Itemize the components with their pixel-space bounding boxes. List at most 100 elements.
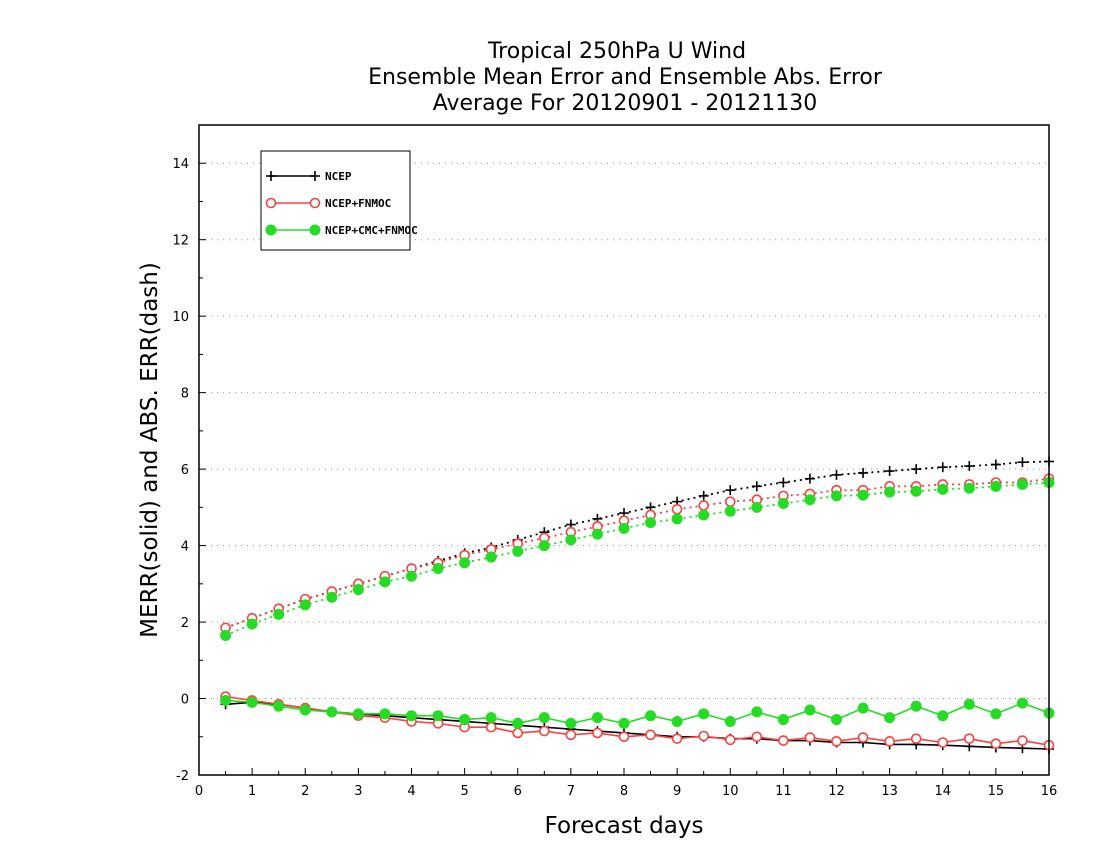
series-0-abs-err-point <box>1017 457 1028 468</box>
series-2-merr-point <box>1016 697 1028 709</box>
series-2-merr-point <box>459 714 471 726</box>
series-1-merr-point <box>539 725 550 737</box>
y-tick-label: 6 <box>181 463 189 478</box>
y-tick-label: 2 <box>181 616 189 631</box>
series-0-abs-err-point <box>937 462 948 473</box>
series-1-merr-point <box>910 733 922 744</box>
x-tick-label: 11 <box>775 784 792 799</box>
series-2-abs-err-point <box>618 522 630 534</box>
x-tick-label: 16 <box>1041 784 1058 799</box>
series-2-merr-point <box>671 715 683 727</box>
series-1 <box>220 473 1055 751</box>
series-2-abs-err-point <box>831 490 842 502</box>
series-2-abs-err-point <box>698 509 710 521</box>
series-2-merr-point <box>273 700 285 712</box>
y-tick-label: 10 <box>172 310 189 325</box>
series-2-merr-point <box>724 715 736 727</box>
series-2-merr-line <box>225 699 1050 725</box>
series-1-merr-point <box>884 736 895 747</box>
y-tick-label: 8 <box>181 387 189 402</box>
series-1-merr-point <box>698 730 709 742</box>
series-1-merr-point <box>990 738 1002 749</box>
series-1-abs-err-line <box>225 477 1050 629</box>
series-2-merr-point <box>565 717 577 729</box>
legend-marker-right <box>310 171 320 181</box>
series-1-merr-point <box>778 735 789 746</box>
y-tick-label: 4 <box>181 540 189 555</box>
x-tick-label: 0 <box>195 784 203 799</box>
series-1-abs-err-point <box>671 503 683 515</box>
series-2-abs-err-point <box>459 557 471 569</box>
series-0-abs-err-point <box>990 459 1001 470</box>
series-2-merr-point <box>220 694 232 706</box>
series-2-merr-point <box>432 710 444 722</box>
legend-entry-0: NCEP <box>266 170 352 183</box>
series-2-abs-err-point <box>538 540 550 552</box>
series-2-abs-err-point <box>273 608 285 620</box>
y-tick-label: 0 <box>181 693 189 708</box>
series-0-abs-err-point <box>698 490 709 501</box>
legend-marker-right <box>309 224 321 236</box>
series-1-merr-point <box>512 727 524 739</box>
series-2-merr-point <box>485 712 497 724</box>
x-tick-label: 6 <box>514 784 522 799</box>
series-2-abs-err-point <box>724 505 736 517</box>
series-2-abs-err-point <box>246 618 258 630</box>
y-tick-label: -2 <box>176 769 189 784</box>
series-2-abs-err-point <box>990 480 1002 492</box>
series-1-merr-point <box>857 732 869 743</box>
series-2-merr-point <box>963 698 975 710</box>
legend-label-2: NCEP+CMC+FNMOC <box>325 224 418 237</box>
x-tick-label: 12 <box>828 784 845 799</box>
series-1-merr-point <box>671 733 683 744</box>
x-tick-label: 3 <box>354 784 362 799</box>
legend-marker-left <box>265 197 277 209</box>
series-2-abs-err-point <box>671 513 683 525</box>
series-2-merr-point <box>698 708 710 720</box>
y-tick-label: 12 <box>172 234 189 249</box>
legend: NCEP NCEP+FNMOC NCEP+CMC+FNMOC <box>260 150 418 251</box>
series-1-merr-point <box>804 732 816 743</box>
x-tick-label: 7 <box>567 784 575 799</box>
legend-entry-2: NCEP+CMC+FNMOC <box>265 224 418 237</box>
chart-title: Tropical 250hPa U Wind Ensemble Mean Err… <box>368 39 883 116</box>
series-2-abs-err-point <box>352 584 364 596</box>
series-1-merr-point <box>1017 735 1028 746</box>
series-2-abs-err-point <box>406 570 417 582</box>
series-1-merr-point <box>937 737 949 748</box>
x-tick-label: 8 <box>620 784 628 799</box>
x-tick-label: 2 <box>301 784 309 799</box>
series-2-abs-err-point <box>910 485 922 497</box>
y-tick-label: 14 <box>172 157 189 172</box>
series-0-abs-err-point <box>911 464 922 475</box>
series-0-abs-err-point <box>725 485 736 496</box>
x-tick-label: 9 <box>673 784 681 799</box>
series-2-abs-err-point <box>777 498 789 510</box>
series-2 <box>220 477 1055 729</box>
title-line-1: Tropical 250hPa U Wind <box>487 39 746 64</box>
series-2-merr-point <box>299 704 311 716</box>
series-2-abs-err-point <box>299 599 311 611</box>
series-2-abs-err-point <box>645 517 657 529</box>
series-2-merr-point <box>645 710 657 722</box>
series-2-abs-err-point <box>485 551 497 563</box>
series-2-abs-err-point <box>857 489 869 501</box>
series-2-merr-point <box>591 712 603 724</box>
title-line-3: Average For 20120901 - 20121130 <box>433 91 818 116</box>
series-2-merr-point <box>379 708 391 720</box>
x-tick-label: 10 <box>722 784 739 799</box>
series-2-abs-err-point <box>751 501 763 513</box>
series-2-abs-err-line <box>225 481 1050 637</box>
grid <box>199 162 1049 776</box>
x-tick-label: 15 <box>988 784 1005 799</box>
series-2-abs-err-point <box>884 486 896 498</box>
series-2-abs-err-point <box>512 545 524 557</box>
series-2-merr-point <box>246 696 258 708</box>
series-0-abs-err-point <box>831 469 842 480</box>
series-2-abs-err-point <box>565 534 577 546</box>
series-1-merr-line <box>225 695 1050 746</box>
series-2-merr-point <box>831 714 842 726</box>
series-2-merr-point <box>751 706 763 718</box>
series-1-merr-point <box>592 727 603 739</box>
series-2-merr-point <box>538 712 550 724</box>
